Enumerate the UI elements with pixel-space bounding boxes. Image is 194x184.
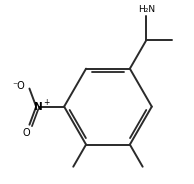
Text: +: + [44,98,50,107]
Text: O: O [23,128,30,138]
Text: ⁻O: ⁻O [12,81,25,91]
Text: N: N [34,102,43,112]
Text: H₂N: H₂N [138,5,155,14]
